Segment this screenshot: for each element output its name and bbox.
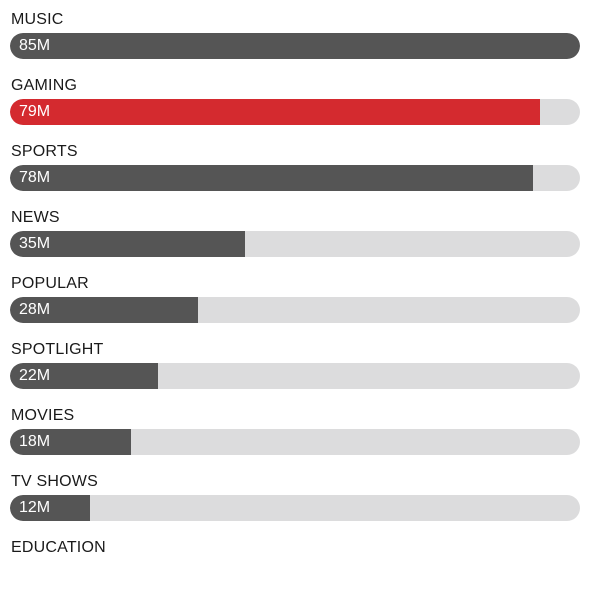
bar [10,33,580,59]
category-label: EDUCATION [11,539,106,556]
bar [10,165,533,191]
category-label: POPULAR [11,275,89,292]
bar-row: TV SHOWS 12M [10,472,580,538]
category-label: GAMING [11,77,78,94]
bar-track: 28M [10,297,580,323]
value-label: 28M [19,301,51,318]
bar-chart: MUSIC 85M GAMING 79M SPORTS 78M NEWS 35M POPULAR… [10,10,580,556]
category-label: TV SHOWS [11,473,98,490]
bar-track: 35M [10,231,580,257]
value-label: 22M [19,367,51,384]
value-label: 35M [19,235,51,252]
bar-track: 78M [10,165,580,191]
bar [10,99,540,125]
bar [10,231,245,257]
bar-row: MUSIC 85M [10,10,580,76]
bar-track: 22M [10,363,580,389]
bar [10,297,198,323]
value-label: 85M [19,37,51,54]
bar-row: POPULAR 28M [10,274,580,340]
value-label: 12M [19,499,51,516]
value-label: 18M [19,433,51,450]
category-label: NEWS [11,209,60,226]
value-label: 79M [19,103,51,120]
category-label: SPOTLIGHT [11,341,104,358]
bar-row: EDUCATION [10,538,580,604]
bar-row: NEWS 35M [10,208,580,274]
bar-track: 12M [10,495,580,521]
bar-track: 79M [10,99,580,125]
bar-row: SPOTLIGHT 22M [10,340,580,406]
bar [10,429,131,455]
category-label: SPORTS [11,143,78,160]
value-label: 78M [19,169,51,186]
bar-track: 85M [10,33,580,59]
bar [10,495,90,521]
bar [10,363,158,389]
category-label: MOVIES [11,407,75,424]
category-label: MUSIC [11,11,64,28]
bar-row: MOVIES 18M [10,406,580,472]
bar-track: 18M [10,429,580,455]
bar-row: SPORTS 78M [10,142,580,208]
bar-row: GAMING 79M [10,76,580,142]
